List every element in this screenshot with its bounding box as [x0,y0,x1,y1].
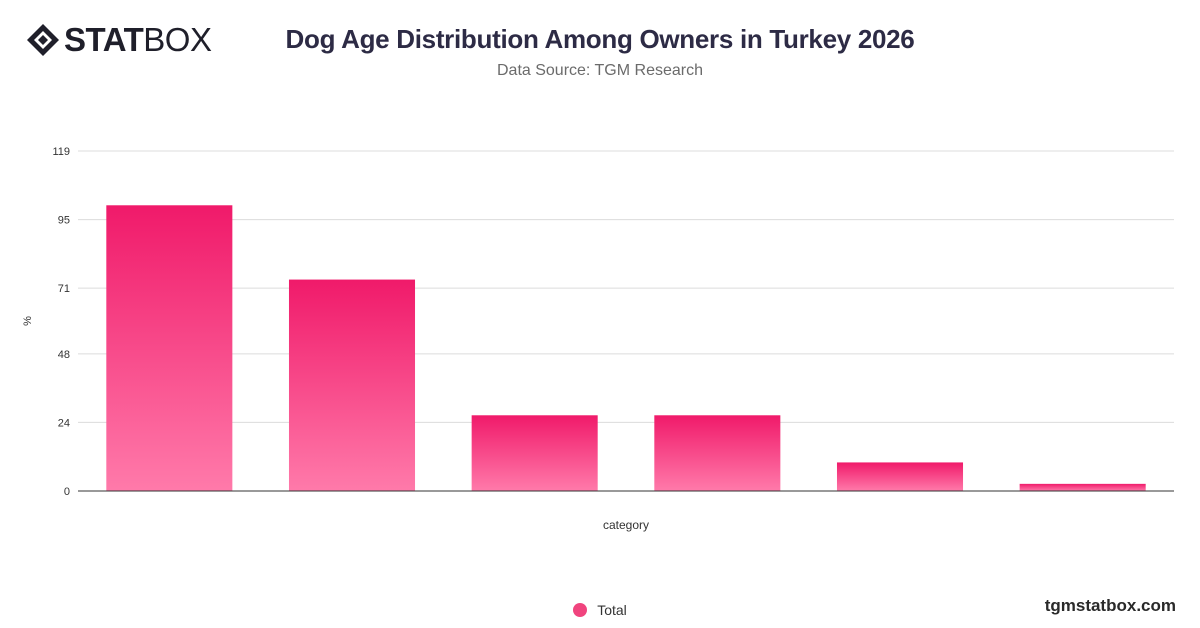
bar [471,415,598,491]
y-tick-label: 0 [64,486,70,498]
y-axis-label: % [22,316,34,326]
chart-title: Dog Age Distribution Among Owners in Tur… [285,24,915,54]
x-axis-label: category [603,518,649,532]
y-tick-label: 48 [58,349,70,361]
logo-text-bold: STAT [64,21,144,58]
legend-swatch [573,603,588,617]
chart-subtitle: Data Source: TGM Research [496,62,703,79]
legend-label-total: Total [597,602,627,618]
logo-wordmark: STATBOX [64,21,212,58]
bar [288,279,416,491]
statbox-logo: STATBOX [26,21,212,58]
grid-lines [78,150,1174,423]
bar [654,415,781,491]
y-tick-label: 71 [58,283,70,295]
website-label: tgmstatbox.com [1044,596,1176,615]
legend: Total [0,602,1200,618]
logo-text-light: BOX [143,21,212,58]
bar [836,462,964,491]
axes: 0 24 48 71 95 119% category [22,146,1174,532]
bars [106,205,1146,492]
bar [1019,483,1146,491]
bar [106,205,233,492]
y-tick-label: 24 [58,417,70,429]
statbox-logo-icon [27,24,59,56]
y-tick-label: 95 [58,215,70,227]
y-tick-label: 119 [52,146,70,158]
